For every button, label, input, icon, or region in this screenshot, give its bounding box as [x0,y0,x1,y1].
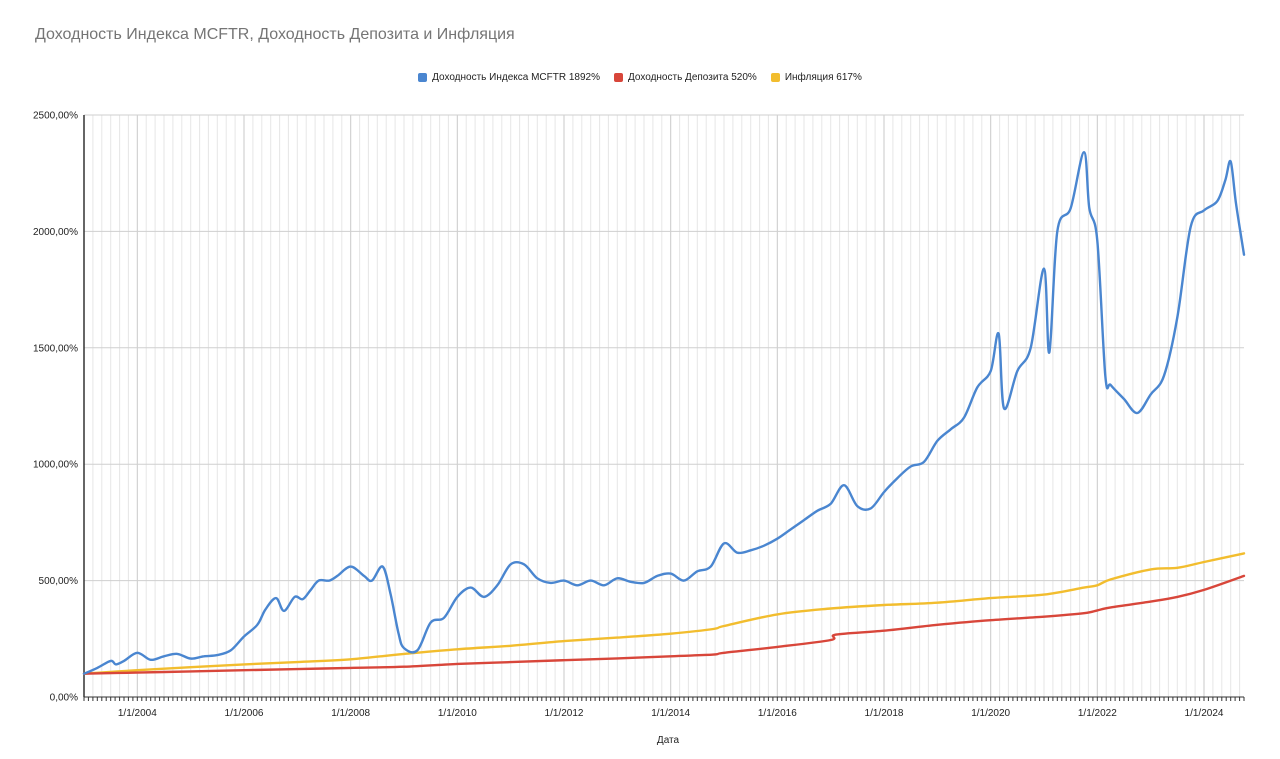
legend-label-deposit: Доходность Депозита 520% [628,72,757,83]
x-tick-label: 1/1/2024 [1185,708,1224,719]
series-line-mcftr [82,151,1246,675]
chart-title: Доходность Индекса MCFTR, Доходность Деп… [35,26,515,43]
legend-label-inflation: Инфляция 617% [784,72,862,83]
legend: Доходность Индекса MCFTR 1892% Доходност… [0,72,1280,83]
legend-item-deposit[interactable]: Доходность Депозита 520% [614,72,757,83]
x-tick-label: 1/1/2012 [545,708,584,719]
x-tick-label: 1/1/2016 [758,708,797,719]
x-tick-label: 1/1/2022 [1078,708,1117,719]
x-tick-label: 1/1/2018 [865,708,904,719]
legend-label-mcftr: Доходность Индекса MCFTR 1892% [432,72,600,83]
y-tick-label: 500,00% [39,576,79,587]
legend-item-mcftr[interactable]: Доходность Индекса MCFTR 1892% [418,72,600,83]
x-axis-title: Дата [657,735,680,746]
x-tick-label: 1/1/2004 [118,708,157,719]
y-tick-label: 1000,00% [33,460,78,471]
legend-item-inflation[interactable]: Инфляция 617% [770,72,862,83]
x-tick-label: 1/1/2014 [651,708,690,719]
legend-swatch-mcftr [418,73,428,82]
series-line-deposit [82,574,1246,675]
series-line-inflation [82,552,1246,675]
legend-swatch-deposit [614,73,623,82]
x-tick-label: 1/1/2006 [225,708,264,719]
legend-swatch-inflation [770,73,780,82]
x-tick-label: 1/1/2010 [438,708,477,719]
x-tick-label: 1/1/2008 [331,708,370,719]
x-tick-label: 1/1/2020 [971,708,1010,719]
y-tick-label: 2500,00% [33,111,78,122]
y-tick-label: 1500,00% [33,343,78,354]
y-tick-label: 2000,00% [33,227,78,238]
y-tick-label: 0,00% [50,693,78,704]
